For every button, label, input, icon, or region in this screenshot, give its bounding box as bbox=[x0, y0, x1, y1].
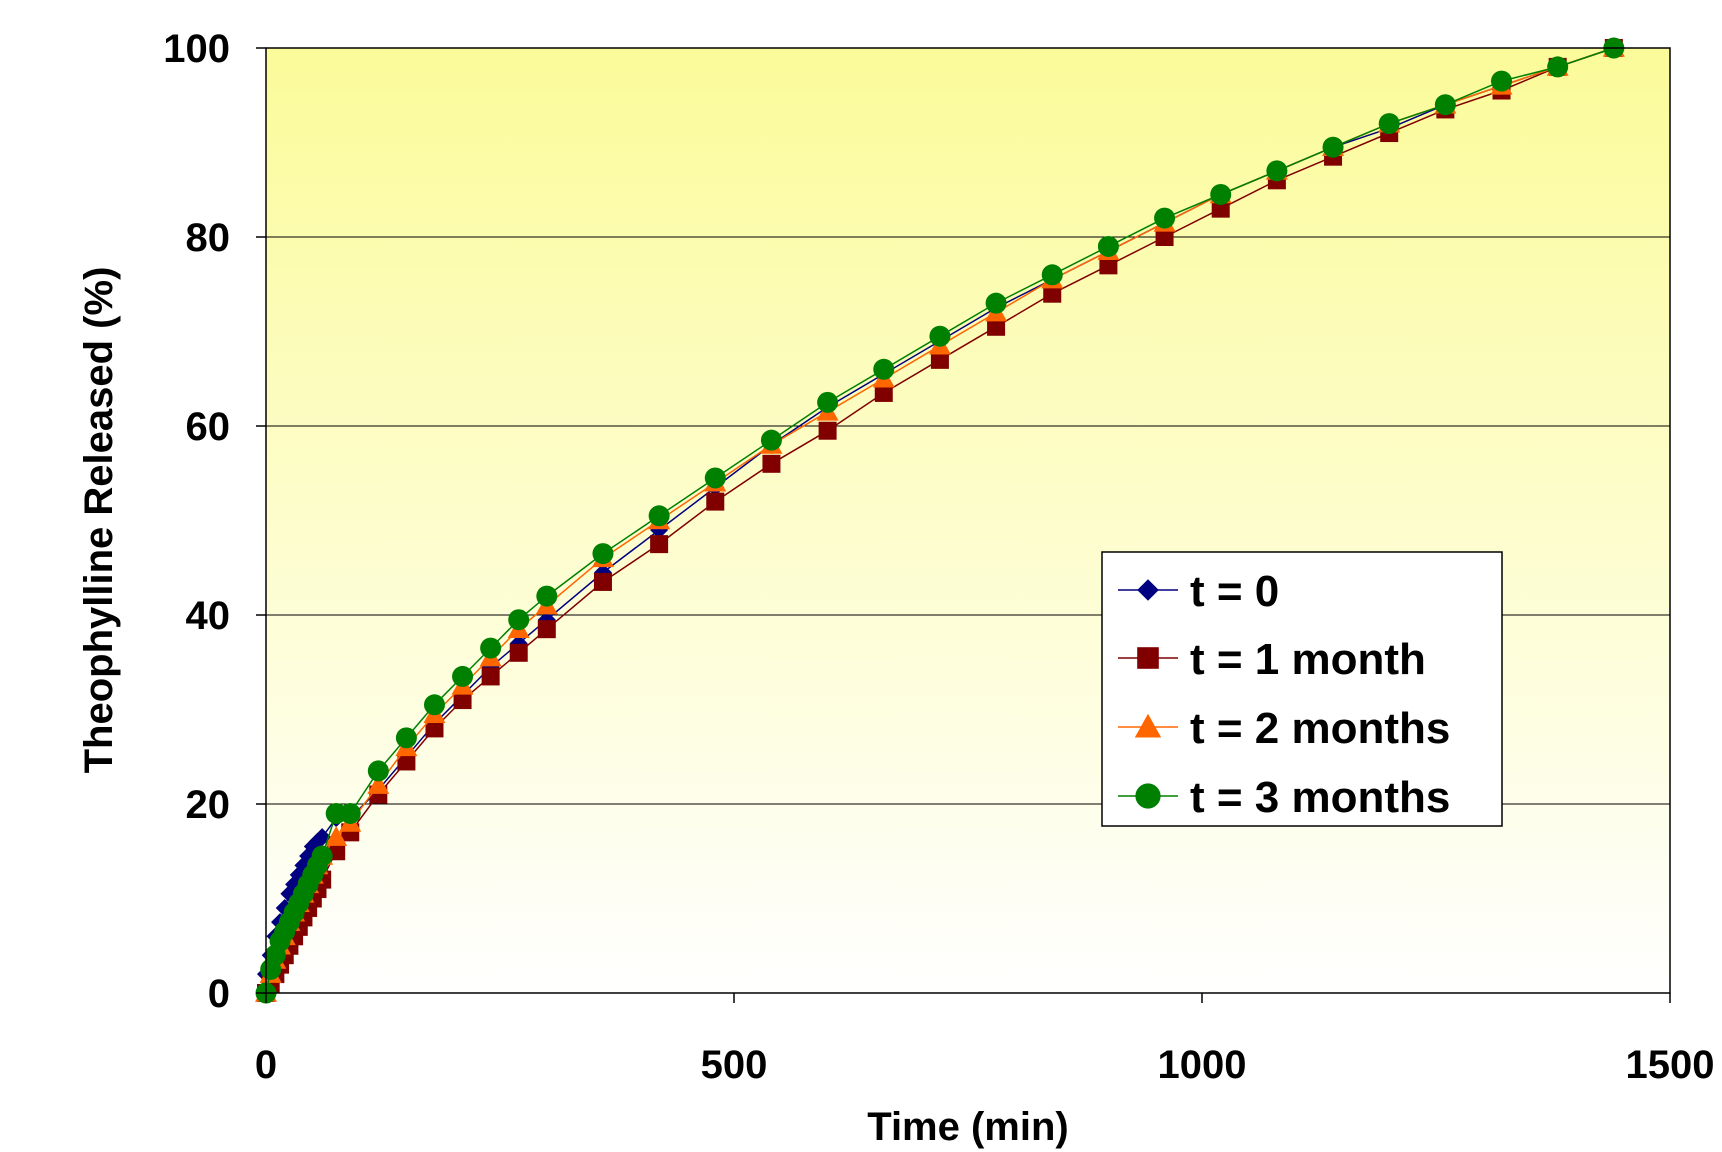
plot-frame bbox=[265, 47, 1671, 994]
data-point-circle bbox=[508, 609, 530, 631]
plot-area bbox=[266, 48, 1670, 993]
data-point-square bbox=[818, 421, 837, 440]
data-point-square bbox=[1043, 284, 1062, 303]
data-point-circle bbox=[1210, 183, 1232, 205]
data-point-square bbox=[987, 317, 1006, 336]
legend-label: t = 1 month bbox=[1190, 635, 1426, 684]
data-point-circle bbox=[1434, 94, 1456, 116]
series-3 bbox=[255, 37, 1625, 1004]
data-point-circle bbox=[1266, 160, 1288, 182]
data-point-circle bbox=[1041, 264, 1063, 286]
data-point-triangle bbox=[325, 826, 348, 846]
legend-item-1: t = 1 month bbox=[1118, 635, 1426, 684]
data-point-square bbox=[650, 535, 669, 554]
data-point-square bbox=[481, 667, 500, 686]
legend-label: t = 2 months bbox=[1190, 704, 1450, 753]
legend-label: t = 0 bbox=[1190, 567, 1279, 616]
y-tick-label: 60 bbox=[186, 405, 231, 449]
data-point-circle bbox=[648, 505, 670, 527]
data-point-circle bbox=[1135, 783, 1161, 809]
data-point-circle bbox=[452, 665, 474, 687]
data-point-diamond bbox=[1137, 579, 1159, 601]
data-point-circle bbox=[1322, 136, 1344, 158]
y-tick-label: 40 bbox=[186, 594, 231, 638]
legend-item-2: t = 2 months bbox=[1118, 704, 1450, 753]
data-point-circle bbox=[395, 727, 417, 749]
y-tick-label: 80 bbox=[186, 216, 231, 260]
legend-box bbox=[1101, 551, 1503, 827]
data-point-circle bbox=[311, 845, 333, 867]
data-point-circle bbox=[423, 694, 445, 716]
y-tick-label: 100 bbox=[163, 27, 230, 71]
data-point-square bbox=[762, 454, 781, 473]
x-tick-label: 1500 bbox=[1626, 1043, 1715, 1087]
legend-item-0: t = 0 bbox=[1118, 567, 1279, 616]
data-point-square bbox=[593, 572, 612, 591]
x-tick-label: 500 bbox=[701, 1043, 768, 1087]
data-point-triangle bbox=[1134, 713, 1162, 738]
data-point-square bbox=[397, 752, 416, 771]
data-point-square bbox=[874, 383, 893, 402]
data-point-circle bbox=[817, 391, 839, 413]
data-point-triangle bbox=[367, 774, 390, 794]
data-point-circle bbox=[367, 760, 389, 782]
data-point-circle bbox=[873, 358, 895, 380]
data-point-circle bbox=[1378, 113, 1400, 135]
data-point-square bbox=[1137, 647, 1159, 669]
data-point-circle bbox=[1491, 70, 1513, 92]
data-point-circle bbox=[536, 585, 558, 607]
data-point-square bbox=[537, 620, 556, 639]
series-layer bbox=[255, 37, 1625, 1004]
x-tick-label: 1000 bbox=[1158, 1043, 1247, 1087]
data-point-square bbox=[453, 691, 472, 710]
data-point-circle bbox=[1547, 56, 1569, 78]
data-point-square bbox=[1211, 199, 1230, 218]
data-point-square bbox=[1155, 228, 1174, 246]
data-point-circle bbox=[1154, 207, 1176, 229]
data-point-square bbox=[509, 643, 528, 662]
legend-item-3: t = 3 months bbox=[1118, 773, 1450, 822]
data-point-circle bbox=[480, 637, 502, 659]
legend-label: t = 3 months bbox=[1190, 773, 1450, 822]
data-point-circle bbox=[760, 429, 782, 451]
data-point-circle bbox=[339, 802, 361, 824]
y-axis-title: Theophylline Released (%) bbox=[77, 267, 121, 774]
data-point-square bbox=[930, 350, 949, 369]
x-tick-label: 0 bbox=[255, 1043, 277, 1087]
legend: t = 0 t = 1 month t = 2 months t = 3 months bbox=[1101, 551, 1503, 827]
data-point-circle bbox=[1097, 235, 1119, 257]
data-point-circle bbox=[592, 543, 614, 565]
data-point-circle bbox=[985, 292, 1007, 314]
y-tick-label: 0 bbox=[208, 972, 230, 1016]
data-point-square bbox=[425, 719, 444, 738]
data-point-circle bbox=[704, 467, 726, 489]
data-point-circle bbox=[929, 325, 951, 347]
data-point-square bbox=[1099, 256, 1118, 275]
x-axis-title: Time (min) bbox=[867, 1105, 1069, 1149]
data-point-square bbox=[706, 492, 725, 511]
y-tick-label: 20 bbox=[186, 783, 231, 827]
